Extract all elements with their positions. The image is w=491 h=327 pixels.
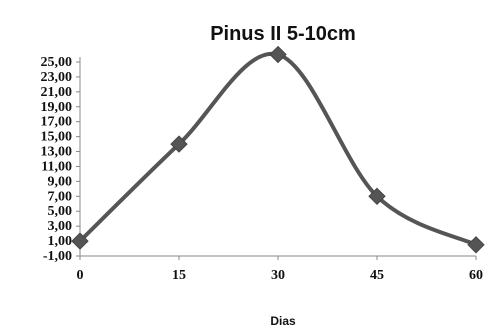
diamond-marker: [467, 236, 485, 254]
y-tick-label: 15,00: [41, 130, 73, 145]
diamond-marker: [71, 232, 89, 250]
y-tick-label: 17,00: [41, 115, 73, 130]
diamond-marker: [170, 135, 188, 153]
x-tick-label: 60: [469, 268, 483, 283]
y-tick-label: -1,00: [43, 249, 72, 264]
data-markers: [71, 45, 485, 254]
x-tick-label: 30: [271, 268, 285, 283]
y-tick-label: 25,00: [41, 55, 73, 70]
x-axis-label: Dias: [270, 314, 296, 327]
y-tick-labels: -1,001,003,005,007,009,0011,0013,0015,00…: [41, 55, 73, 264]
series-line: [78, 51, 478, 247]
y-tick-label: 23,00: [41, 70, 73, 85]
x-tick-label: 45: [370, 268, 384, 283]
diamond-marker: [368, 187, 386, 206]
x-tick-labels: 0 15 30 45 60: [77, 268, 484, 283]
tick-marks: [76, 61, 477, 260]
y-tick-label: 3,00: [48, 219, 73, 234]
y-tick-label: 9,00: [48, 174, 73, 189]
y-tick-label: 11,00: [41, 159, 72, 174]
x-tick-label: 15: [172, 268, 186, 283]
y-tick-label: 7,00: [48, 189, 73, 204]
y-tick-label: 5,00: [48, 204, 73, 219]
chart-title: Pinus II 5-10cm: [210, 23, 356, 45]
diamond-marker: [269, 45, 287, 64]
y-tick-label: 13,00: [41, 145, 73, 160]
y-tick-label: 1,00: [48, 234, 73, 249]
x-tick-label: 0: [77, 268, 84, 283]
y-tick-label: 21,00: [41, 85, 73, 100]
y-tick-label: 19,00: [41, 100, 73, 115]
